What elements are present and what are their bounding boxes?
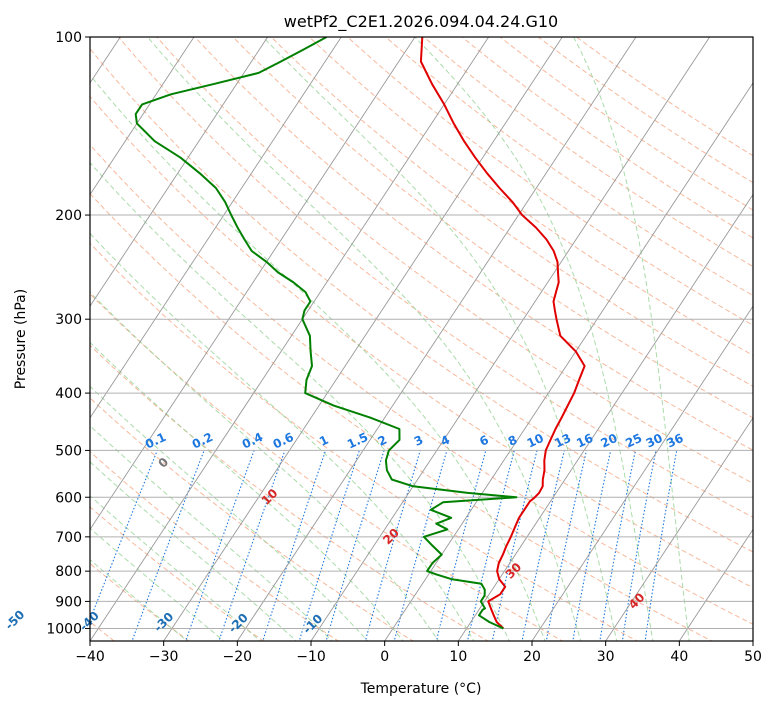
x-tick-label: 40 bbox=[670, 649, 688, 665]
mixing-ratio-line bbox=[325, 450, 385, 641]
moist-adiabat-line bbox=[90, 527, 225, 641]
temperature-line bbox=[419, 37, 586, 630]
dry-adiabat-line bbox=[90, 451, 340, 641]
plot-frame bbox=[89, 36, 754, 642]
y-tick-label: 600 bbox=[55, 490, 82, 506]
line-labels: -100-90-80-70-60-50-40-30-20-10010203040… bbox=[2, 430, 685, 637]
x-tick-label: −10 bbox=[296, 649, 326, 665]
x-axis-label: Temperature (°C) bbox=[360, 681, 482, 697]
x-tick-label: 30 bbox=[597, 649, 615, 665]
moist-adiabat-line bbox=[90, 385, 369, 641]
mixing-ratio-line bbox=[599, 450, 636, 641]
x-tick-label: 20 bbox=[523, 649, 541, 665]
dry-adiabat-line bbox=[90, 95, 753, 589]
dry-adiabat-line bbox=[90, 293, 564, 641]
x-tick-label: −40 bbox=[75, 649, 105, 665]
isotherm-line bbox=[384, 82, 753, 641]
mixing-ratio-line bbox=[90, 450, 158, 622]
dry-adiabat-line bbox=[90, 344, 489, 641]
y-tick-label: 100 bbox=[55, 30, 82, 46]
mixing-ratio-line bbox=[393, 450, 448, 641]
y-tick-label: 800 bbox=[55, 564, 82, 580]
mixing-ratio-label: 13 bbox=[552, 431, 573, 451]
y-tick-label: 400 bbox=[55, 386, 82, 402]
mixing-ratio-label: 10 bbox=[525, 431, 546, 451]
isotherm-line bbox=[90, 37, 342, 419]
dry-adiabat-line bbox=[90, 48, 753, 553]
x-tick-label: −30 bbox=[149, 649, 179, 665]
mixing-ratio-line bbox=[218, 450, 286, 641]
moist-adiabat-line bbox=[90, 495, 261, 641]
mixing-ratio-line bbox=[621, 450, 657, 641]
isotherm-line bbox=[90, 37, 490, 641]
x-tick-label: −20 bbox=[223, 649, 253, 665]
dry-adiabat-line bbox=[194, 37, 753, 451]
dry-adiabat-line bbox=[232, 37, 753, 419]
x-tick-label: 0 bbox=[380, 649, 389, 665]
isotherm-line bbox=[236, 37, 637, 641]
x-tick-label: 10 bbox=[449, 649, 467, 665]
y-tick-label: 1000 bbox=[46, 621, 82, 637]
y-axis: 100 200 300 400 500 600 700 800 900 1000 bbox=[46, 30, 90, 637]
moist-adiabat-line bbox=[90, 74, 546, 641]
mixing-ratio-line bbox=[644, 450, 678, 641]
y-tick-label: 300 bbox=[55, 312, 82, 328]
isotherm-line bbox=[457, 193, 753, 641]
mixing-ratio-label: 16 bbox=[574, 431, 595, 451]
mixing-ratio-label: 36 bbox=[664, 431, 685, 451]
mixing-ratio-label: 20 bbox=[598, 431, 619, 451]
dry-adiabat-line bbox=[270, 37, 753, 387]
dewpoint-line bbox=[134, 37, 518, 630]
isotherm-line bbox=[90, 37, 195, 196]
mixing-ratio-label: 30 bbox=[644, 431, 665, 451]
isotherm-line bbox=[90, 37, 269, 307]
x-axis: −40 −30 −20 −10 0 10 20 30 40 50 bbox=[75, 641, 762, 665]
y-tick-label: 200 bbox=[55, 208, 82, 224]
isotherm-line bbox=[605, 416, 753, 641]
mixing-ratio-line bbox=[364, 450, 421, 641]
profile-lines bbox=[134, 37, 586, 630]
dry-adiabat-line bbox=[499, 37, 753, 211]
y-tick-label: 900 bbox=[55, 594, 82, 610]
dry-adiabat-line bbox=[156, 37, 753, 484]
mixing-ratio-line bbox=[298, 450, 360, 641]
y-axis-label: Pressure (hPa) bbox=[13, 289, 29, 389]
chart-title: wetPf2_C2E1.2026.094.04.24.G10 bbox=[284, 12, 558, 32]
isotherm-line bbox=[531, 305, 753, 641]
dry-adiabat-line bbox=[461, 37, 753, 239]
mixing-ratio-label: 25 bbox=[623, 431, 644, 451]
isotherm-line bbox=[90, 37, 416, 531]
y-tick-label: 500 bbox=[55, 443, 82, 459]
y-tick-label: 700 bbox=[55, 530, 82, 546]
isotherm-line bbox=[678, 528, 753, 641]
dry-adiabat-line bbox=[117, 37, 753, 518]
moist-adiabat-line bbox=[90, 461, 298, 641]
dry-adiabat-line bbox=[346, 37, 753, 326]
isotherm-line bbox=[310, 37, 711, 641]
x-tick-label: 50 bbox=[744, 649, 762, 665]
mixing-ratio-line bbox=[262, 450, 327, 641]
dry-adiabat-line bbox=[384, 37, 753, 297]
isotherm-line bbox=[163, 37, 563, 641]
mixing-ratio-line bbox=[435, 450, 487, 641]
moist-adiabat-line bbox=[90, 161, 510, 641]
